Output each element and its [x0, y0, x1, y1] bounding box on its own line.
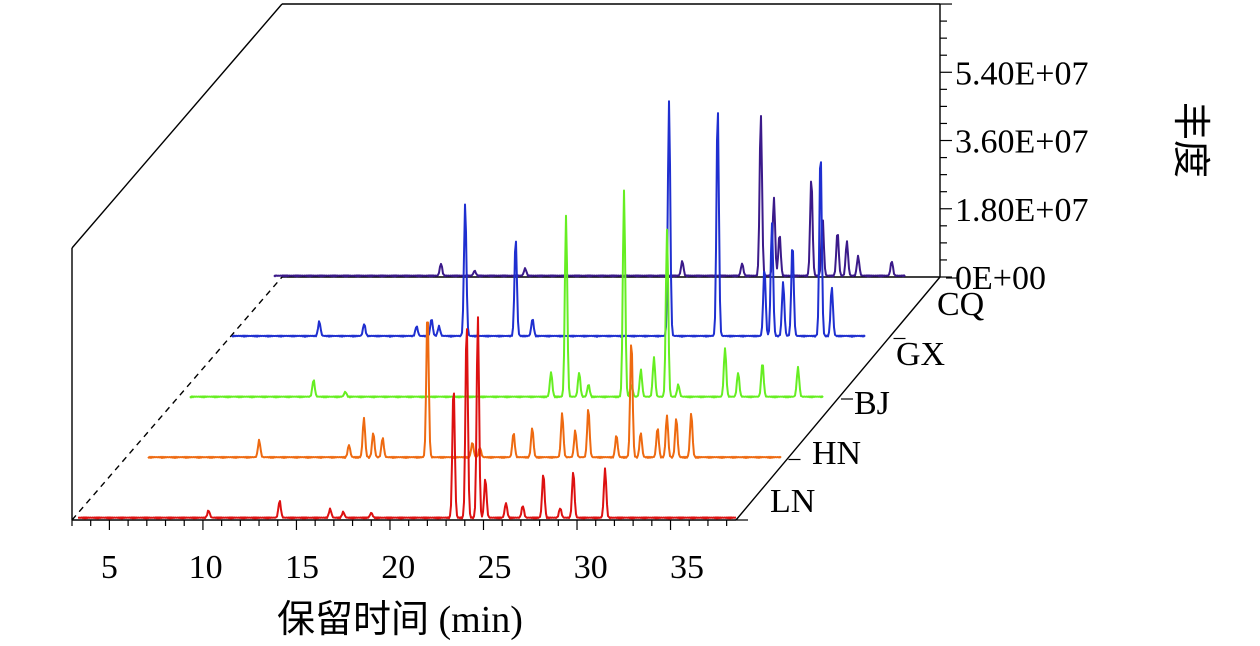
series-traces	[77, 100, 906, 520]
y-tick-label: 0E+00	[955, 260, 1046, 297]
series-trace-cq	[273, 115, 906, 278]
series-label-hn: HN	[812, 435, 861, 472]
y-axis: 0E+00 1.80E+07 3.60E+07 5.40E+07	[940, 3, 1088, 297]
y-axis-title: 丰度	[1169, 102, 1211, 178]
series-label-gx: GX	[896, 336, 945, 373]
y-tick-label: 5.40E+07	[955, 55, 1088, 92]
x-tick-label: 30	[574, 549, 608, 586]
floor-left-edge	[71, 276, 283, 521]
x-tick-label: 35	[670, 549, 704, 586]
y-tick-label: 1.80E+07	[955, 192, 1088, 229]
top-left-edge	[71, 3, 283, 249]
x-tick-label: 5	[101, 549, 118, 586]
plot-frame	[71, 3, 941, 521]
series-trace-ln	[77, 316, 736, 520]
x-axis-title: 保留时间 (min)	[277, 599, 523, 641]
x-tick-label: 25	[477, 549, 511, 586]
x-tick-label: 20	[381, 549, 415, 586]
series-trace-gx	[231, 100, 866, 338]
series-trace-bj	[189, 189, 824, 399]
y-tick-label: 3.60E+07	[955, 124, 1088, 161]
x-tick-label: 10	[189, 549, 223, 586]
series-label-cq: CQ	[937, 286, 984, 323]
floor-right-edge	[735, 276, 941, 521]
series-label-ln: LN	[770, 483, 815, 520]
x-axis: 5 10 15 20 25 30 35	[71, 520, 728, 586]
x-tick-label: 15	[285, 549, 319, 586]
series-label-bj: BJ	[854, 385, 890, 422]
